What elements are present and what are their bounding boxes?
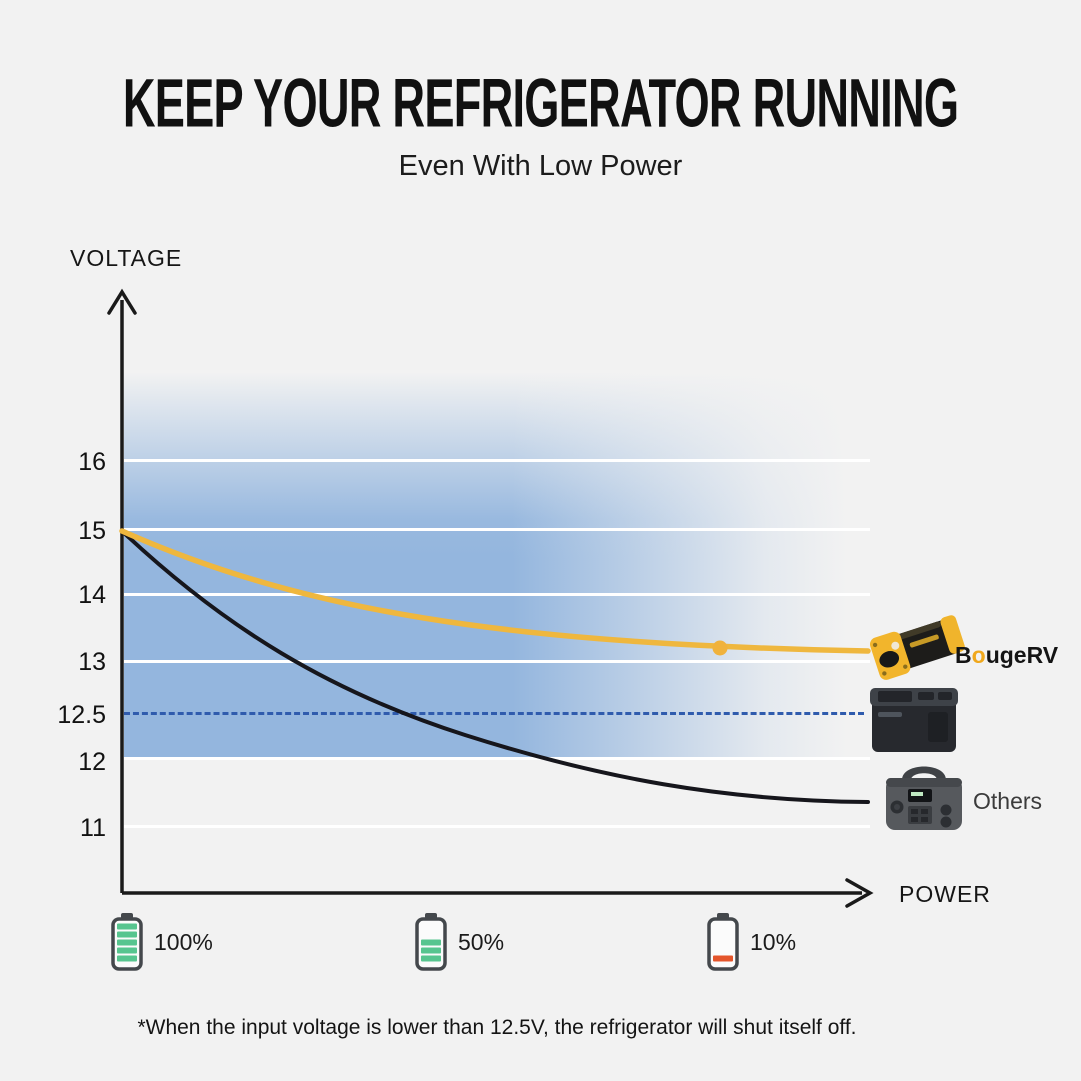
- gridline-11v: [124, 825, 870, 828]
- y-tick-12: 12: [78, 748, 106, 776]
- battery-50-label: 50%: [458, 928, 505, 955]
- x-axis: [122, 878, 874, 908]
- y-axis: [107, 288, 137, 893]
- gridline-16v: [124, 459, 870, 462]
- shutoff-threshold-line: [124, 712, 864, 715]
- battery-legend-100: 100%: [110, 912, 213, 972]
- y-tick-14: 14: [78, 581, 106, 609]
- bougerv-cooler-image: [870, 688, 958, 752]
- footnote: *When the input voltage is lower than 12…: [137, 1016, 857, 1039]
- y-tick-12-5: 12.5: [57, 701, 106, 729]
- gridline-13v: [124, 660, 870, 663]
- y-tick-11: 11: [80, 814, 106, 842]
- gridline-15v: [124, 528, 870, 531]
- y-tick-16: 16: [78, 448, 106, 476]
- bougerv-curve-marker-dot: [712, 640, 728, 656]
- logo-part-b: B: [955, 642, 972, 668]
- battery-low-icon: [707, 913, 739, 971]
- x-axis-arrow-icon: [845, 878, 874, 908]
- page-subtitle: Even With Low Power: [398, 150, 683, 182]
- safe-voltage-band: [124, 372, 870, 760]
- others-power-station-image: [886, 766, 962, 830]
- page-title-wrap: KEEP YOUR REFRIGERATOR RUNNING: [0, 65, 1081, 142]
- y-axis-title: VOLTAGE: [70, 245, 183, 271]
- y-tick-15: 15: [78, 517, 106, 545]
- battery-full-icon: [111, 913, 143, 971]
- y-axis-arrow-icon: [107, 288, 137, 315]
- battery-100-label: 100%: [154, 928, 213, 955]
- battery-legend-50: 50%: [414, 912, 504, 972]
- bougerv-converter-image: [870, 615, 965, 680]
- bougerv-voltage-curve: [119, 528, 871, 654]
- battery-half-icon: [415, 913, 447, 971]
- battery-legend-10: 10%: [706, 912, 796, 972]
- others-voltage-curve: [120, 529, 870, 804]
- gridline-12v: [124, 757, 870, 760]
- gridline-14v: [124, 593, 870, 596]
- bougerv-brand-label: BougeRV: [955, 642, 1058, 669]
- others-label: Others: [973, 788, 1043, 814]
- page-title: KEEP YOUR REFRIGERATOR RUNNING: [122, 65, 959, 142]
- x-axis-title: POWER: [899, 881, 991, 907]
- logo-part-o: o: [971, 642, 986, 668]
- y-tick-13: 13: [78, 648, 106, 676]
- logo-part-rest: ugeRV: [985, 642, 1059, 668]
- battery-10-label: 10%: [750, 928, 797, 955]
